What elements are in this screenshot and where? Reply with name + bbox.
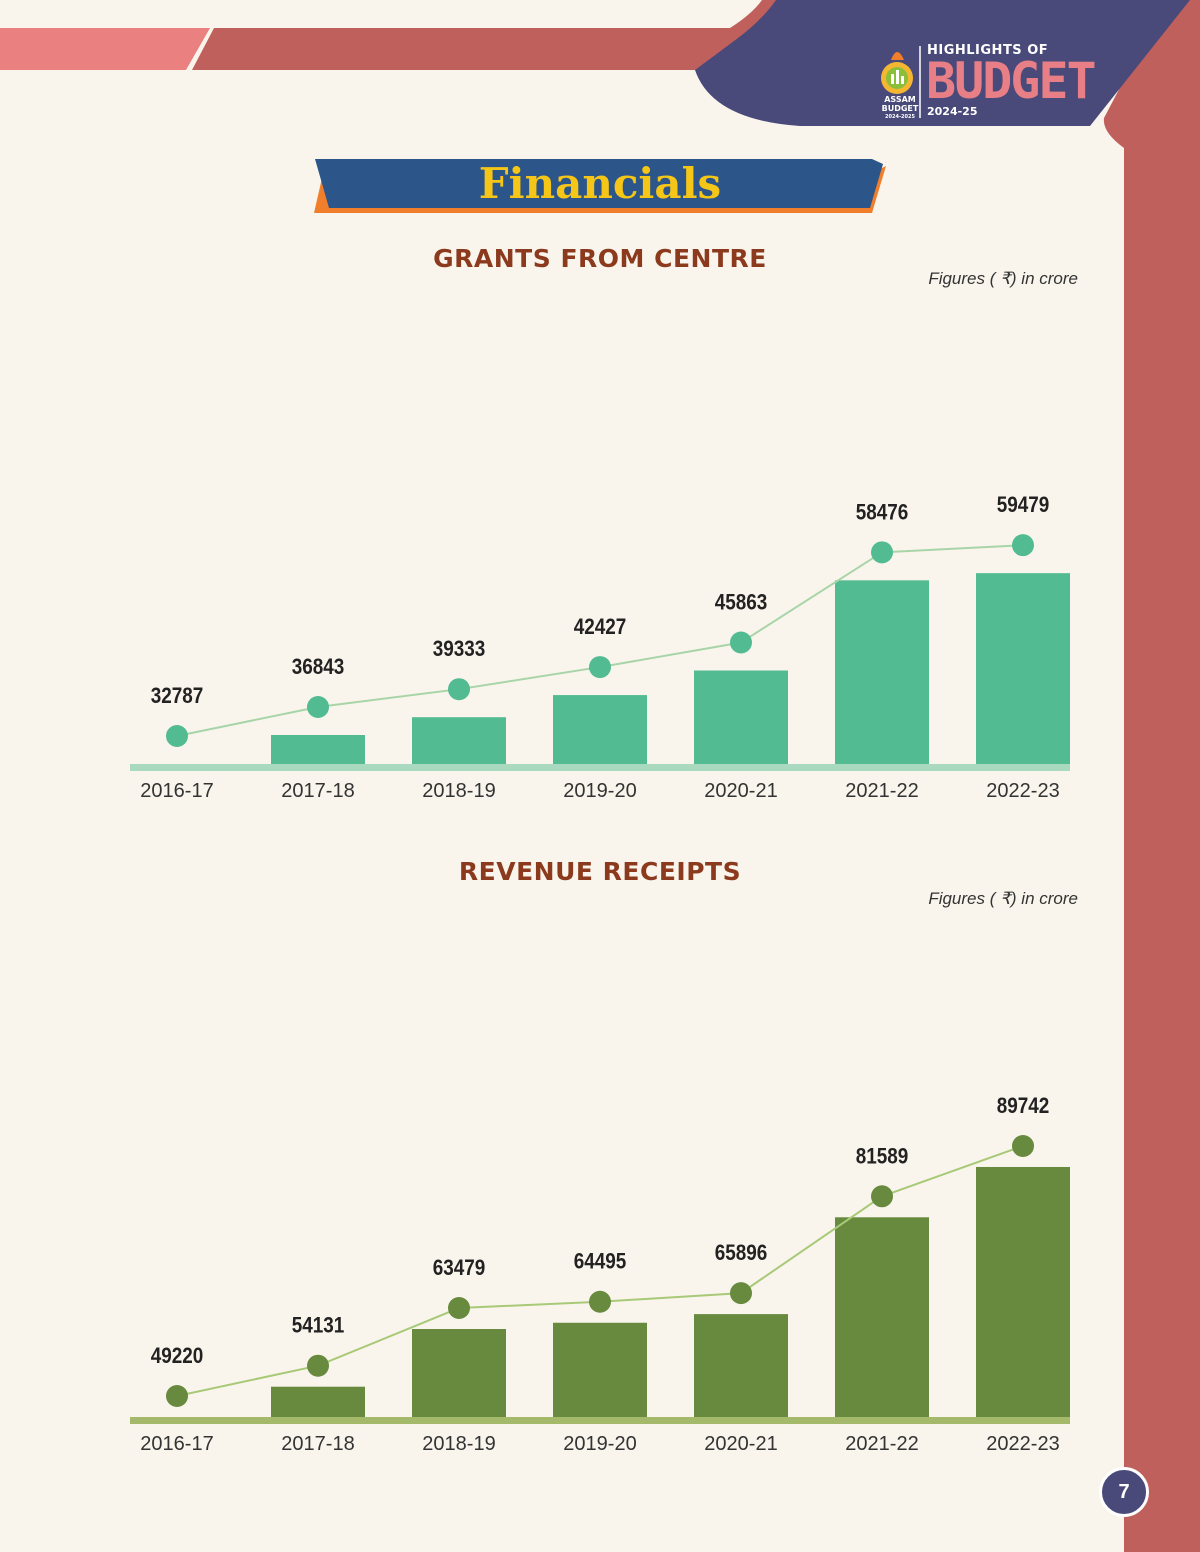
budget-logo: HIGHLIGHTS OF BUDGET 2024-25 ASSAM BUDGE… [876, 42, 1097, 122]
logo-highlights-text: HIGHLIGHTS OF [927, 43, 1049, 58]
budget-emblem-icon [881, 52, 913, 94]
point-2022-23 [1012, 534, 1034, 557]
bar-2022-23 [976, 573, 1070, 764]
point-2021-22 [871, 1185, 893, 1208]
point-2022-23 [1012, 1134, 1034, 1157]
title-banner [315, 159, 883, 208]
page-title: Financials [478, 159, 722, 208]
emblem-line2: BUDGET [881, 104, 919, 113]
x-tick-label-2019-20: 2019-20 [563, 780, 636, 802]
x-tick-label-2016-17: 2016-17 [140, 1433, 213, 1455]
data-label-2018-19: 63479 [433, 1256, 486, 1281]
data-label-2016-17: 49220 [151, 1344, 204, 1369]
x-tick-label-2020-21: 2020-21 [704, 780, 777, 802]
data-label-2021-22: 81589 [856, 1144, 909, 1169]
point-2018-19 [448, 1297, 470, 1320]
bar-2017-18 [271, 734, 365, 764]
x-tick-label-2017-18: 2017-18 [281, 1433, 354, 1455]
data-label-2017-18: 54131 [292, 1313, 345, 1338]
grants-unit-note: Figures ( ₹) in crore [928, 269, 1078, 288]
data-label-2016-17: 32787 [151, 684, 204, 709]
x-tick-label-2016-17: 2016-17 [140, 780, 213, 802]
data-label-2022-23: 89742 [997, 1094, 1050, 1119]
data-label-2018-19: 39333 [433, 637, 486, 662]
data-label-2020-21: 65896 [715, 1241, 768, 1266]
x-tick-label-2021-22: 2021-22 [845, 1433, 918, 1455]
point-2016-17 [166, 725, 188, 747]
x-axis-baseline [130, 1417, 1070, 1424]
grants-chart-title: GRANTS FROM CENTRE [433, 244, 767, 273]
data-label-2019-20: 42427 [574, 615, 627, 640]
point-2019-20 [589, 656, 611, 679]
page-number: 7 [1099, 1467, 1149, 1517]
bar-2021-22 [835, 580, 929, 764]
grants-from-centre-chart: 32787 2016-17 36843 2017-18 39333 2018-19 4242… [130, 493, 1070, 802]
x-tick-label-2019-20: 2019-20 [563, 1433, 636, 1455]
bar-2020-21 [694, 670, 788, 764]
emblem-caption: ASSAM BUDGET 2024-2025 [878, 95, 922, 122]
emblem-line3: 2024-2025 [885, 114, 915, 120]
point-2017-18 [307, 695, 329, 718]
data-label-2022-23: 59479 [997, 493, 1050, 518]
data-label-2019-20: 64495 [574, 1249, 627, 1274]
point-2017-18 [307, 1354, 329, 1377]
right-border-band [1103, 0, 1200, 1552]
logo-budget-text: BUDGET [926, 52, 1097, 110]
x-axis-baseline [130, 764, 1070, 771]
x-tick-label-2022-23: 2022-23 [986, 1433, 1059, 1455]
bar-2018-19 [412, 1329, 506, 1417]
emblem-line1: ASSAM [884, 95, 916, 104]
data-label-2021-22: 58476 [856, 500, 909, 525]
x-tick-label-2018-19: 2018-19 [422, 780, 495, 802]
logo-year-text: 2024-25 [927, 105, 978, 118]
point-2018-19 [448, 678, 470, 701]
point-2021-22 [871, 541, 893, 564]
bar-2018-19 [412, 717, 506, 764]
point-2019-20 [589, 1290, 611, 1313]
revenue-chart-title: REVENUE RECEIPTS [458, 857, 742, 886]
logo-panel [695, 0, 1190, 126]
bar-2020-21 [694, 1314, 788, 1417]
header-band-light [0, 28, 210, 70]
point-2020-21 [730, 1282, 752, 1305]
revenue-receipts-chart: 49220 2016-17 54131 2017-18 63479 2018-19 6449… [130, 1094, 1070, 1455]
bar-2021-22 [835, 1217, 929, 1417]
bar-2022-23 [976, 1166, 1070, 1417]
point-2020-21 [730, 631, 752, 654]
bar-2019-20 [553, 695, 647, 764]
data-label-2017-18: 36843 [292, 655, 345, 680]
x-tick-label-2021-22: 2021-22 [845, 780, 918, 802]
x-tick-label-2022-23: 2022-23 [986, 780, 1059, 802]
bar-2017-18 [271, 1386, 365, 1417]
x-tick-label-2020-21: 2020-21 [704, 1433, 777, 1455]
x-tick-label-2017-18: 2017-18 [281, 780, 354, 802]
data-label-2020-21: 45863 [715, 590, 768, 615]
x-tick-label-2018-19: 2018-19 [422, 1433, 495, 1455]
point-2016-17 [166, 1385, 188, 1407]
bar-2019-20 [553, 1322, 647, 1417]
revenue-unit-note: Figures ( ₹) in crore [928, 889, 1078, 908]
